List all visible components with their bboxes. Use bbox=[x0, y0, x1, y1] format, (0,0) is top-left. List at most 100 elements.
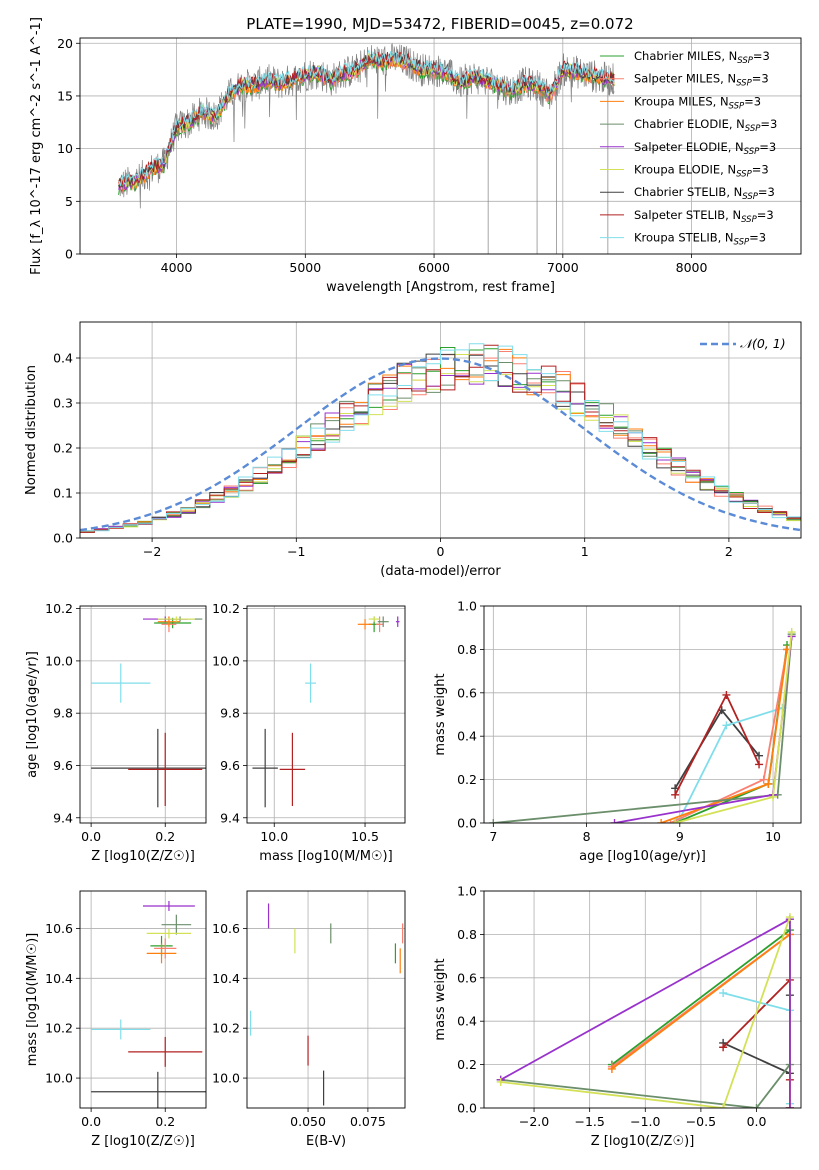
mass-weight-line bbox=[500, 916, 791, 1108]
x-tick-label: 0.0 bbox=[81, 829, 101, 844]
y-tick-label: 10.0 bbox=[45, 653, 73, 668]
plot-area bbox=[91, 616, 206, 808]
mass-weight-marker bbox=[755, 751, 764, 760]
y-axis-label: mass weight bbox=[433, 673, 448, 755]
y-tick-label: 9.4 bbox=[53, 810, 73, 825]
legend-label: Chabrier STELIB, NSSP=3 bbox=[634, 185, 775, 202]
plot-area bbox=[249, 903, 404, 1106]
y-tick-label: 0.4 bbox=[457, 1014, 477, 1029]
y-axis-label: mass [log10(M/M☉)] bbox=[25, 933, 40, 1066]
massweight-vs-age-panel: 7 8 9 10 0.0 0.2 0.4 0.6 0.8 1.0 age [log10(age/yr… bbox=[433, 599, 802, 864]
legend-tail: =3 bbox=[757, 208, 774, 222]
x-axis-label: Z [log10(Z/Z☉)] bbox=[91, 1134, 195, 1149]
y-tick-label: 9.6 bbox=[220, 758, 240, 773]
y-tick-label: 0.8 bbox=[457, 927, 477, 942]
x-tick-label: 0 bbox=[437, 544, 445, 559]
mass-weight-marker bbox=[671, 790, 680, 799]
error-bar-point bbox=[252, 728, 278, 808]
model-fit-line bbox=[118, 52, 615, 189]
y-tick-label: 0.0 bbox=[457, 1101, 477, 1116]
x-tick-label: 5000 bbox=[289, 260, 321, 275]
mass-vs-ebv-panel: 0.050 0.075 10.0 10.2 10.4 10.6 E(B-V) bbox=[212, 890, 406, 1149]
mass-weight-marker bbox=[657, 819, 666, 823]
legend-tail: =3 bbox=[753, 49, 770, 63]
mass-weight-line bbox=[614, 636, 793, 823]
legend-label: Salpeter ELODIE, NSSP=3 bbox=[634, 140, 776, 157]
model-fit-line bbox=[118, 49, 615, 187]
error-bar-point bbox=[146, 943, 177, 964]
error-bar-point bbox=[377, 616, 389, 627]
legend-tail: =3 bbox=[760, 117, 777, 131]
y-tick-label: 1.0 bbox=[457, 599, 477, 614]
y-tick-label: 0.0 bbox=[457, 816, 477, 831]
y-tick-label: 10.0 bbox=[212, 1071, 240, 1086]
error-bar-point bbox=[357, 619, 373, 630]
x-tick-label: −2 bbox=[143, 544, 161, 559]
mass-weight-marker bbox=[755, 760, 764, 769]
axes-frame bbox=[483, 890, 802, 1109]
y-tick-label: 0.2 bbox=[53, 441, 73, 456]
figure-title: PLATE=1990, MJD=53472, FIBERID=0045, z=0… bbox=[246, 15, 633, 33]
legend-tail: =3 bbox=[752, 163, 769, 177]
y-tick-label: 9.8 bbox=[220, 706, 240, 721]
y-axis-label: Flux [f_λ 10^-17 erg cm^-2 s^-1 A^-1] bbox=[29, 17, 44, 275]
y-tick-label: 1.0 bbox=[457, 884, 477, 899]
axes-frame bbox=[79, 321, 802, 539]
subscript: SSP bbox=[742, 192, 758, 202]
mass-weight-marker bbox=[722, 721, 731, 730]
x-tick-label: 8000 bbox=[676, 260, 708, 275]
error-bar-point bbox=[143, 900, 195, 911]
y-tick-label: 10.2 bbox=[45, 1021, 73, 1036]
x-axis-label: Z [log10(Z/Z☉)] bbox=[91, 849, 195, 864]
plot-area bbox=[91, 900, 206, 1108]
x-tick-label: 0.2 bbox=[155, 829, 175, 844]
error-bar-point bbox=[146, 928, 192, 939]
legend-label: Kroupa STELIB, NSSP=3 bbox=[634, 231, 766, 248]
axes-frame bbox=[246, 605, 406, 824]
subscript: SSP bbox=[745, 124, 761, 134]
error-bar-point bbox=[154, 938, 177, 959]
legend-label: Kroupa ELODIE, NSSP=3 bbox=[634, 163, 769, 180]
residuals-histogram-panel: −2 −1 0 1 2 0.0 0.1 0.2 0.3 0.4 (data-model)/error… bbox=[24, 321, 802, 579]
mass-weight-marker bbox=[759, 775, 768, 784]
x-tick-label: 10.5 bbox=[351, 829, 379, 844]
error-bar-point bbox=[128, 1036, 203, 1067]
y-tick-label: 10.6 bbox=[212, 921, 240, 936]
axes-frame bbox=[483, 605, 802, 824]
grid bbox=[80, 891, 206, 1108]
plot-area bbox=[252, 616, 400, 808]
legend-label: Salpeter MILES, NSSP=3 bbox=[634, 72, 769, 89]
mass-weight-line bbox=[493, 634, 793, 823]
x-tick-label: 2 bbox=[725, 544, 733, 559]
x-tick-label: 0.0 bbox=[747, 1114, 767, 1129]
legend-tail: =3 bbox=[749, 231, 766, 245]
error-bar-point bbox=[157, 616, 195, 622]
subscript: SSP bbox=[734, 238, 750, 248]
error-bar-point bbox=[128, 732, 203, 807]
mass-vs-metallicity-panel: 0.0 0.2 10.0 10.2 10.4 10.6 Z [log10(Z/Z☉)] mas… bbox=[25, 890, 207, 1149]
legend-label: Chabrier MILES, NSSP=3 bbox=[634, 49, 770, 66]
y-tick-label: 0.6 bbox=[457, 685, 477, 700]
mass-weight-marker bbox=[752, 1104, 761, 1108]
axes-frame bbox=[79, 37, 802, 255]
legend-label: Chabrier ELODIE, NSSP=3 bbox=[634, 117, 777, 134]
subscript: SSP bbox=[737, 56, 753, 66]
x-tick-label: 0.050 bbox=[290, 1114, 326, 1129]
mass-weight-marker bbox=[671, 819, 680, 823]
massweight-vs-metallicity-panel: −2.0 −1.5 −1.0 −0.5 0.0 0.0 0.2 0.4 0.6 0.8 1.0 Z [… bbox=[433, 884, 802, 1149]
y-tick-label: 10.2 bbox=[45, 601, 73, 616]
x-tick-label: 0.0 bbox=[81, 1114, 101, 1129]
x-tick-label: 10 bbox=[765, 829, 781, 844]
axes-frame bbox=[246, 890, 406, 1109]
axes-frame bbox=[79, 605, 207, 824]
x-tick-label: −2.0 bbox=[519, 1114, 549, 1129]
error-bar-point bbox=[91, 728, 206, 808]
mass-weight-marker bbox=[607, 1064, 616, 1073]
plot-area bbox=[496, 913, 794, 1108]
y-tick-label: 10.0 bbox=[212, 653, 240, 668]
error-bar-point bbox=[305, 663, 317, 703]
x-tick-label: 0.2 bbox=[155, 1114, 175, 1129]
residual-histogram-step bbox=[80, 344, 801, 533]
mass-weight-marker bbox=[787, 628, 796, 637]
